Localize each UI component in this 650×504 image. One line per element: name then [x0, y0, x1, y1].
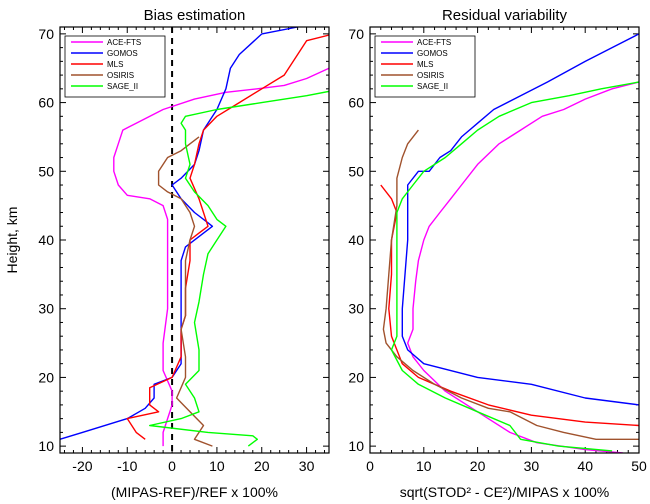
series-line-ace-fts — [407, 81, 639, 453]
chart-title: Residual variability — [442, 7, 568, 24]
series-line-osiris — [382, 129, 639, 440]
y-tick-label: 20 — [38, 369, 54, 385]
y-tick-label: 60 — [38, 95, 54, 111]
legend-box — [64, 35, 166, 98]
y-tick-label: 30 — [38, 301, 54, 317]
y-tick-label: 50 — [38, 163, 54, 179]
series-line-mls — [380, 184, 639, 427]
series-line-gomos — [401, 33, 639, 406]
x-axis-label: sqrt(STOD² - CE²)/MIPAS x 100% — [400, 484, 610, 500]
y-tick-label: 40 — [38, 232, 54, 248]
legend: ACE-FTS GOMOS MLS OSIRIS SAGE_II — [64, 35, 166, 98]
legend-label-mls: MLS — [417, 60, 433, 69]
x-tick-label: 30 — [524, 458, 540, 474]
x-tick-label: 20 — [470, 458, 486, 474]
legend-label-mls: MLS — [107, 60, 123, 69]
series-line-gomos — [60, 27, 298, 440]
chart-title: Bias estimation — [144, 7, 246, 24]
x-tick-label: 40 — [577, 458, 593, 474]
x-tick-label: 30 — [299, 458, 315, 474]
x-tick-label: 0 — [168, 458, 176, 474]
series-line-osiris — [157, 136, 213, 447]
series-line-sage_ii — [390, 81, 639, 452]
series-line-sage_ii — [149, 90, 329, 447]
y-tick-label: 10 — [348, 438, 364, 454]
x-axis-label: (MIPAS-REF)/REF x 100% — [111, 484, 278, 500]
y-tick-label: 60 — [348, 95, 364, 111]
y-tick-label: 70 — [348, 26, 364, 42]
y-tick-label: 40 — [348, 232, 364, 248]
series-group — [380, 33, 639, 453]
y-tick-label: 30 — [348, 301, 364, 317]
plot-frame — [59, 26, 330, 454]
y-tick-label: 10 — [38, 438, 54, 454]
plot-frame — [369, 26, 640, 454]
legend-label-sage_ii: SAGE_II — [417, 82, 448, 91]
legend-label-sage_ii: SAGE_II — [107, 82, 138, 91]
series-line-ace-fts — [113, 67, 329, 447]
x-tick-label: -20 — [72, 458, 92, 474]
x-tick-label: 10 — [416, 458, 432, 474]
series-group — [60, 27, 329, 453]
y-tick-label: 70 — [38, 26, 54, 42]
y-axis-label: Height, km — [4, 207, 20, 274]
legend: ACE-FTS GOMOS MLS OSIRIS SAGE_II — [374, 35, 476, 98]
legend-box — [374, 35, 476, 98]
legend-label-osiris: OSIRIS — [107, 71, 134, 80]
legend-label-osiris: OSIRIS — [417, 71, 444, 80]
chart-panel-1: Bias estimation -20 -10 0 10 20 30 10 20 30 40 50 60… — [4, 7, 330, 500]
legend-label-gomos: GOMOS — [107, 49, 138, 58]
legend-label-ace-fts: ACE-FTS — [417, 38, 451, 47]
x-tick-label: -10 — [117, 458, 137, 474]
legend-label-ace-fts: ACE-FTS — [107, 38, 141, 47]
legend-label-gomos: GOMOS — [417, 49, 448, 58]
y-tick-label: 20 — [348, 369, 364, 385]
x-tick-label: 0 — [366, 458, 374, 474]
x-tick-label: 10 — [209, 458, 225, 474]
y-tick-label: 50 — [348, 163, 364, 179]
x-tick-label: 20 — [254, 458, 270, 474]
x-tick-label: 50 — [631, 458, 647, 474]
